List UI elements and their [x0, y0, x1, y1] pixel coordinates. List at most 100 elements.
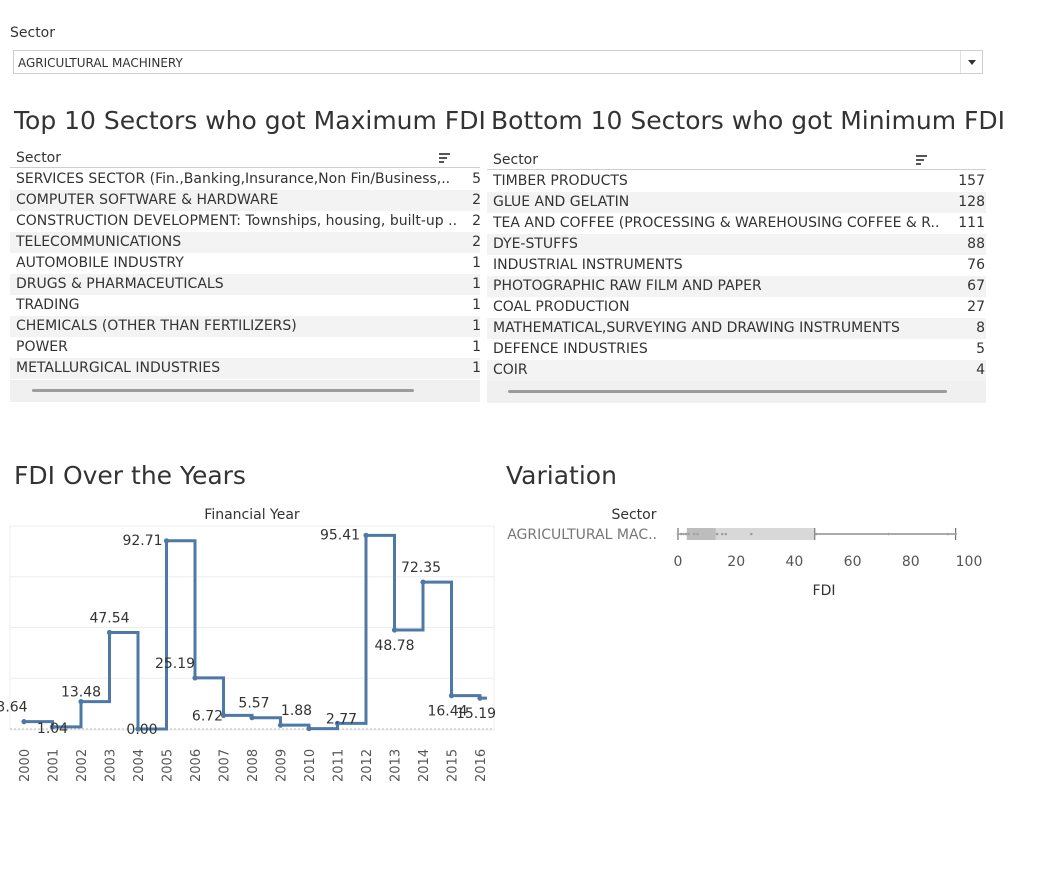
box-upper[interactable]: [715, 528, 815, 540]
x-tick-label: 40: [785, 554, 803, 570]
x-tick-label: 100: [956, 554, 983, 570]
fdi-value: 67: [967, 278, 985, 294]
x-tick-label: 2008: [246, 749, 261, 782]
data-point[interactable]: [106, 629, 113, 636]
sort-icon[interactable]: [439, 153, 450, 163]
data-point[interactable]: [277, 722, 284, 728]
table-row[interactable]: PHOTOGRAPHIC RAW FILM AND PAPER 67: [487, 276, 986, 297]
fdi-value: 1: [472, 255, 480, 271]
sort-icon[interactable]: [916, 155, 927, 165]
data-label: 48.78: [374, 638, 414, 654]
data-point[interactable]: [954, 532, 957, 536]
table-row[interactable]: INDUSTRIAL INSTRUMENTS 76: [487, 255, 986, 276]
fdi-value: 2: [472, 234, 480, 250]
x-tick-label: 2010: [303, 749, 318, 782]
sector-name: TELECOMMUNICATIONS: [16, 234, 182, 250]
sector-name: COAL PRODUCTION: [493, 299, 630, 315]
data-point[interactable]: [49, 724, 56, 730]
table-row[interactable]: MATHEMATICAL,SURVEYING AND DRAWING INSTR…: [487, 318, 986, 339]
data-point[interactable]: [684, 532, 688, 536]
x-tick-label: 2001: [47, 749, 62, 782]
data-label: 15.19: [456, 706, 496, 722]
table-row[interactable]: AUTOMOBILE INDUSTRY 1: [10, 253, 480, 274]
top-table-scroll-thumb[interactable]: [32, 389, 414, 392]
data-point[interactable]: [192, 675, 198, 681]
x-tick-label: 2004: [132, 749, 147, 782]
data-point[interactable]: [220, 712, 227, 718]
line-chart-header: Financial Year: [204, 507, 300, 523]
table-row[interactable]: TRADING 1: [10, 295, 480, 316]
data-point[interactable]: [448, 693, 455, 699]
table-row[interactable]: POWER 1: [10, 337, 480, 358]
top-table-body: SERVICES SECTOR (Fin.,Banking,Insurance,…: [10, 169, 480, 379]
data-point[interactable]: [163, 538, 170, 544]
fdi-value: 5: [976, 341, 985, 357]
table-row[interactable]: CONSTRUCTION DEVELOPMENT: Townships, hou…: [10, 211, 480, 232]
data-point[interactable]: [249, 715, 255, 721]
data-point[interactable]: [78, 699, 84, 705]
data-point[interactable]: [715, 532, 719, 536]
fdi-value: 8: [976, 320, 985, 336]
data-point[interactable]: [682, 532, 685, 536]
data-point[interactable]: [679, 532, 683, 536]
data-point[interactable]: [306, 725, 312, 732]
sector-filter-dropdown[interactable]: AGRICULTURAL MACHINERY: [13, 50, 983, 74]
table-row[interactable]: TEA AND COFFEE (PROCESSING & WAREHOUSING…: [487, 213, 986, 234]
data-point[interactable]: [21, 719, 27, 725]
table-row[interactable]: TIMBER PRODUCTS 157: [487, 171, 986, 192]
top-table-scrollbar[interactable]: [10, 380, 480, 402]
data-point[interactable]: [687, 532, 690, 536]
data-point[interactable]: [887, 532, 890, 536]
data-point[interactable]: [676, 532, 680, 536]
sector-name: DRUGS & PHARMACEUTICALS: [16, 276, 224, 292]
table-row[interactable]: DYE-STUFFS 88: [487, 234, 986, 255]
chevron-down-icon[interactable]: [960, 51, 982, 73]
sector-name: POWER: [16, 339, 68, 355]
sector-name: METALLURGICAL INDUSTRIES: [16, 360, 221, 376]
table-row[interactable]: METALLURGICAL INDUSTRIES 1: [10, 358, 480, 379]
top-table-header: Sector: [10, 148, 480, 168]
data-point[interactable]: [692, 532, 696, 536]
sector-name: INDUSTRIAL INSTRUMENTS: [493, 257, 683, 273]
data-point[interactable]: [334, 720, 341, 726]
data-point[interactable]: [420, 579, 426, 585]
data-point[interactable]: [720, 532, 724, 536]
data-label: 72.35: [401, 560, 441, 576]
bottom-table-scroll-thumb[interactable]: [508, 390, 947, 393]
data-point[interactable]: [363, 532, 369, 538]
fdi-value: 5: [472, 171, 480, 187]
sector-name: COMPUTER SOFTWARE & HARDWARE: [16, 192, 279, 208]
data-point[interactable]: [696, 532, 699, 536]
box-lower[interactable]: [686, 528, 716, 540]
fdi-value: 157: [958, 173, 985, 189]
table-row[interactable]: DEFENCE INDUSTRIES 5: [487, 339, 986, 360]
data-label: 1.88: [281, 703, 312, 719]
data-point[interactable]: [724, 532, 728, 536]
fdi-value: 27: [967, 299, 985, 315]
top-sectors-table: Sector SERVICES SECTOR (Fin.,Banking,Ins…: [10, 148, 480, 402]
sector-name: CONSTRUCTION DEVELOPMENT: Townships, hou…: [16, 213, 458, 229]
table-row[interactable]: COIR 4: [487, 360, 986, 381]
data-point[interactable]: [135, 726, 141, 732]
line-chart-title: FDI Over the Years: [14, 461, 246, 490]
table-row[interactable]: TELECOMMUNICATIONS 2: [10, 232, 480, 253]
table-row[interactable]: CHEMICALS (OTHER THAN FERTILIZERS) 1: [10, 316, 480, 337]
sector-name: MATHEMATICAL,SURVEYING AND DRAWING INSTR…: [493, 320, 900, 336]
data-label: 2.77: [326, 711, 357, 727]
table-row[interactable]: DRUGS & PHARMACEUTICALS 1: [10, 274, 480, 295]
data-point[interactable]: [391, 627, 398, 633]
bottom-table-scrollbar[interactable]: [487, 381, 986, 403]
data-point[interactable]: [750, 532, 753, 536]
data-point[interactable]: [477, 695, 483, 701]
data-label: 5.57: [238, 696, 269, 712]
data-point[interactable]: [946, 532, 950, 536]
table-row[interactable]: SERVICES SECTOR (Fin.,Banking,Insurance,…: [10, 169, 480, 190]
table-row[interactable]: COMPUTER SOFTWARE & HARDWARE 2: [10, 190, 480, 211]
data-label: 13.48: [61, 685, 101, 701]
data-point[interactable]: [815, 532, 818, 536]
sector-name: DYE-STUFFS: [493, 236, 578, 252]
table-row[interactable]: COAL PRODUCTION 27: [487, 297, 986, 318]
table-row[interactable]: GLUE AND GELATIN 128: [487, 192, 986, 213]
box-chart-header: Sector: [611, 507, 656, 523]
x-tick-label: 2016: [474, 749, 489, 782]
